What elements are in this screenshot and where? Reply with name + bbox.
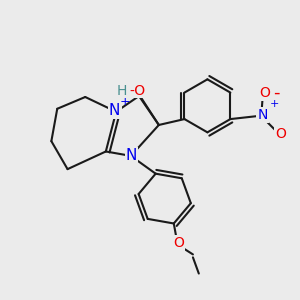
Text: O: O	[259, 86, 270, 100]
Text: N: N	[126, 148, 137, 163]
Text: H: H	[117, 84, 127, 98]
Text: N: N	[258, 108, 268, 122]
Text: -: -	[273, 84, 279, 102]
Text: -O: -O	[130, 84, 146, 98]
Text: +: +	[270, 99, 279, 110]
Text: N: N	[109, 103, 120, 118]
Text: O: O	[275, 127, 286, 141]
Text: +: +	[120, 95, 130, 108]
Text: O: O	[173, 236, 184, 250]
